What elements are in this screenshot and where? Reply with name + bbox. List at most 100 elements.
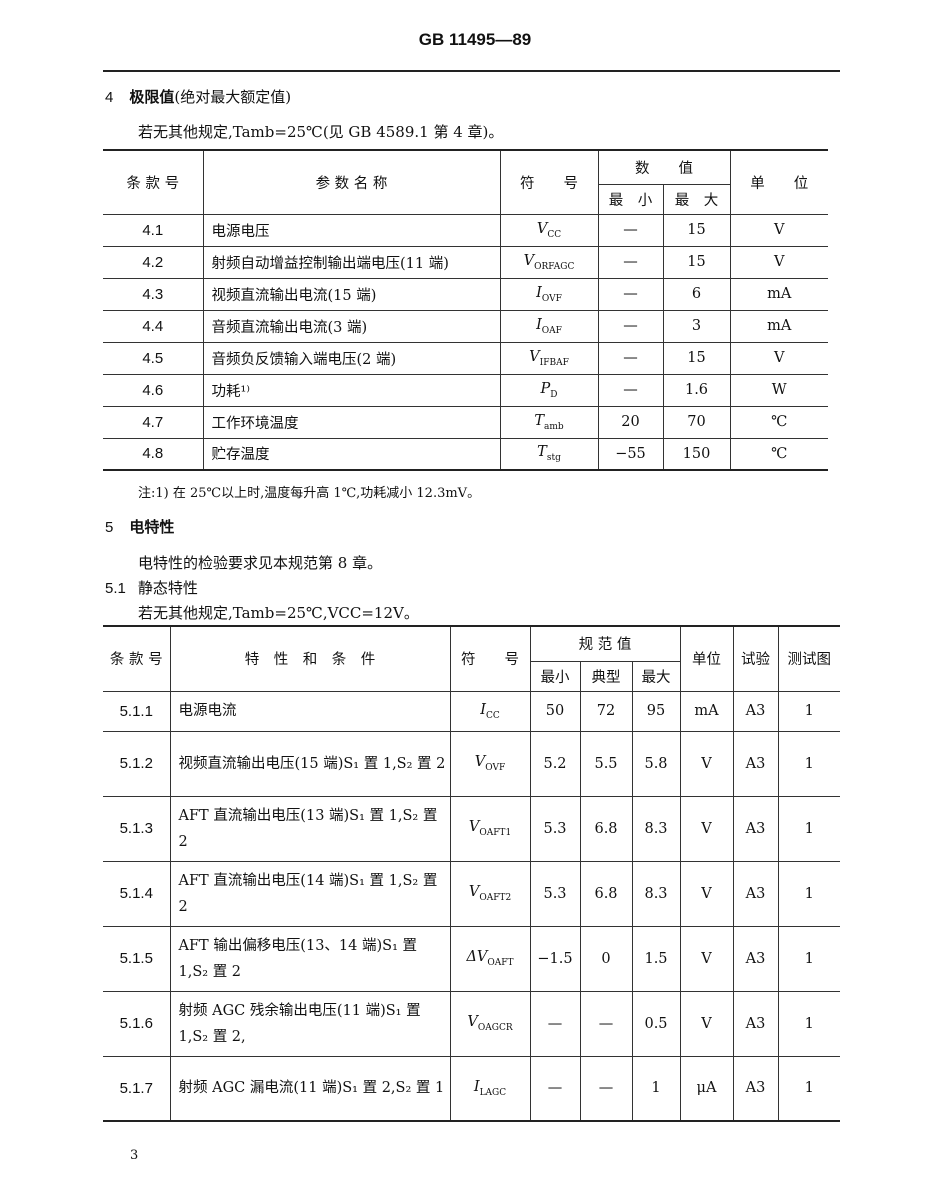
test-cell: A3 [732, 795, 779, 862]
header-param: 特 性 和 条 件 [169, 625, 451, 692]
header-typ: 典型 [579, 660, 633, 692]
unit-cell: V [679, 795, 734, 862]
table-row: 4.1 电源电压 VCC —15 V [103, 213, 828, 247]
typ-cell: — [579, 1055, 633, 1122]
max-cell: 3 [662, 309, 731, 343]
unit-cell: mA [729, 309, 828, 343]
static-characteristics-table: 条 款 号特 性 和 条 件符 号规 范 值单位 试验 测试图 最小 典型 最大 5.1.1… [103, 625, 840, 1122]
table-row: 5.1.5 AFT 输出偏移电压(13、14 端)S₁ 置 1,S₂ 置 2 ΔVO… [103, 925, 840, 992]
symbol: V [529, 348, 540, 365]
section-5-heading: 5 电特性 [105, 516, 174, 537]
fig-cell: 1 [777, 925, 840, 992]
symbol-subscript: CC [485, 710, 500, 721]
param-cell: 音频直流输出电流(3 端) [202, 309, 501, 343]
symbol: V [523, 252, 535, 269]
symbol-cell: ILAGC [449, 1055, 531, 1122]
absolute-ratings-table: 条 款 号参 数 名 称符 号数 值单 位最 小最 大 4.1 电源电压 VCC —15… [103, 149, 828, 471]
symbol-subscript: stg [546, 453, 561, 464]
table-row: 4.4 音频直流输出电流(3 端) IOAF —3 mA [103, 309, 828, 343]
header-clause: 条 款 号 [103, 149, 204, 215]
clause-cell: 5.1.6 [103, 990, 171, 1057]
table-row: 5.1.2 视频直流输出电压(15 端)S₁ 置 1,S₂ 置 2 VOVF 5.2 5… [103, 730, 840, 797]
max-cell: 1.6 [662, 373, 731, 407]
typ-cell: 0 [579, 925, 633, 992]
symbol-subscript: OVF [541, 293, 562, 304]
header-param: 参 数 名 称 [202, 149, 501, 215]
clause-cell: 5.1.3 [103, 795, 171, 862]
max-cell: 150 [662, 437, 731, 471]
symbol-cell: VORFAGC [499, 245, 599, 279]
fig-cell: 1 [777, 990, 840, 1057]
typ-cell: 6.8 [579, 795, 633, 862]
test-cell: A3 [732, 1055, 779, 1122]
param-cell: 音频负反馈输入端电压(2 端) [202, 341, 501, 375]
unit-cell: W [729, 373, 828, 407]
symbol-cell: ICC [449, 690, 531, 732]
table-row: 5.1.6 射频 AGC 残余输出电压(11 端)S₁ 置 1,S₂ 置 2, VO… [103, 990, 840, 1057]
param-cell: 电源电压 [202, 213, 501, 247]
table-row: 5.1.3 AFT 直流输出电压(13 端)S₁ 置 1,S₂ 置 2 VOAFT1… [103, 795, 840, 862]
unit-cell: V [729, 213, 828, 247]
table-row: 4.2 射频自动增益控制输出端电压(11 端) VORFAGC —15 V [103, 245, 828, 279]
symbol-cell: ΔVOAFT [449, 925, 531, 992]
header-test: 试验 [732, 625, 779, 692]
clause-cell: 5.1.1 [103, 690, 171, 732]
symbol: P [540, 380, 551, 397]
clause-cell: 4.1 [103, 213, 204, 247]
test-cell: A3 [732, 990, 779, 1057]
test-cell: A3 [732, 730, 779, 797]
symbol: T [534, 412, 544, 429]
clause-cell: 4.6 [103, 373, 204, 407]
symbol: ΔV [466, 949, 488, 966]
header-fig: 测试图 [777, 625, 840, 692]
symbol: I [536, 284, 542, 301]
symbol-subscript: OAFT1 [479, 827, 512, 838]
min-cell: 5.3 [529, 860, 581, 927]
max-cell: 15 [662, 341, 731, 375]
symbol-subscript: amb [544, 421, 564, 432]
min-cell: — [529, 1055, 581, 1122]
unit-cell: V [679, 990, 734, 1057]
max-cell: 95 [631, 690, 681, 732]
param-cell: 视频直流输出电压(15 端)S₁ 置 1,S₂ 置 2 [169, 730, 451, 797]
symbol-cell: VCC [499, 213, 599, 247]
unit-cell: mA [679, 690, 734, 732]
symbol: V [467, 1014, 478, 1031]
test-cell: A3 [732, 690, 779, 732]
symbol-subscript: D [550, 389, 558, 400]
symbol-cell: PD [499, 373, 599, 407]
min-cell: — [597, 213, 664, 247]
clause-cell: 5.1.2 [103, 730, 171, 797]
param-cell: AFT 直流输出电压(14 端)S₁ 置 1,S₂ 置 2 [169, 860, 451, 927]
section-5-text: 电特性的检验要求见本规范第 8 章。 [138, 554, 383, 572]
symbol: V [468, 884, 480, 901]
symbol-subscript: OAGCR [477, 1022, 513, 1033]
unit-cell: V [679, 860, 734, 927]
typ-cell: — [579, 990, 633, 1057]
symbol-subscript: OAFT2 [479, 892, 512, 903]
clause-cell: 4.5 [103, 341, 204, 375]
table-row: 4.8 贮存温度 Tstg −55 150 ℃ [103, 437, 828, 471]
symbol-cell: Tamb [499, 405, 599, 439]
typ-cell: 72 [579, 690, 633, 732]
symbol-cell: Tstg [499, 437, 599, 471]
min-cell: −1.5 [529, 925, 581, 992]
symbol: V [468, 819, 480, 836]
symbol-cell: VIFBAF [499, 341, 599, 375]
clause-cell: 5.1.5 [103, 925, 171, 992]
symbol-subscript: ORFAGC [534, 261, 575, 272]
clause-cell: 4.4 [103, 309, 204, 343]
header-clause: 条 款 号 [103, 625, 171, 692]
clause-cell: 5.1.7 [103, 1055, 171, 1122]
section-title: 极限值 [129, 88, 175, 106]
fig-cell: 1 [777, 690, 840, 732]
header-symbol: 符 号 [499, 149, 599, 215]
symbol-cell: IOVF [499, 277, 599, 311]
min-cell: — [597, 277, 664, 311]
min-cell: — [597, 309, 664, 343]
unit-cell: ℃ [729, 437, 828, 471]
param-cell: 贮存温度 [202, 437, 501, 471]
max-cell: 15 [662, 245, 731, 279]
subsection-title: 静态特性 [137, 579, 198, 597]
